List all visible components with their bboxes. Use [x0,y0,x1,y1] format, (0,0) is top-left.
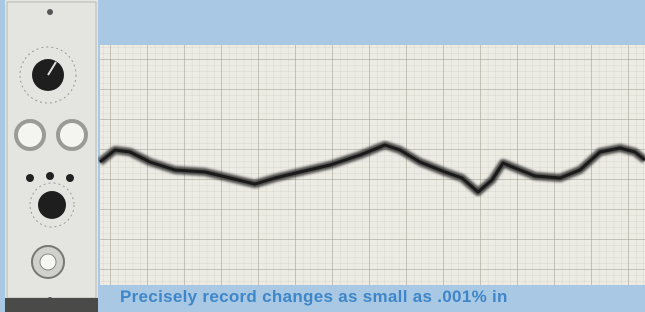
lamp [58,121,86,149]
screw [47,9,53,15]
panel-base [5,298,98,312]
connector-center [40,254,56,270]
page: Precisely record changes as small as .00… [0,0,645,312]
illustration [0,0,645,312]
knob [38,191,66,219]
switch [46,172,54,180]
grid [100,45,645,285]
lamp [16,121,44,149]
switch [26,174,34,182]
switch [66,174,74,182]
caption: Precisely record changes as small as .00… [120,287,508,307]
